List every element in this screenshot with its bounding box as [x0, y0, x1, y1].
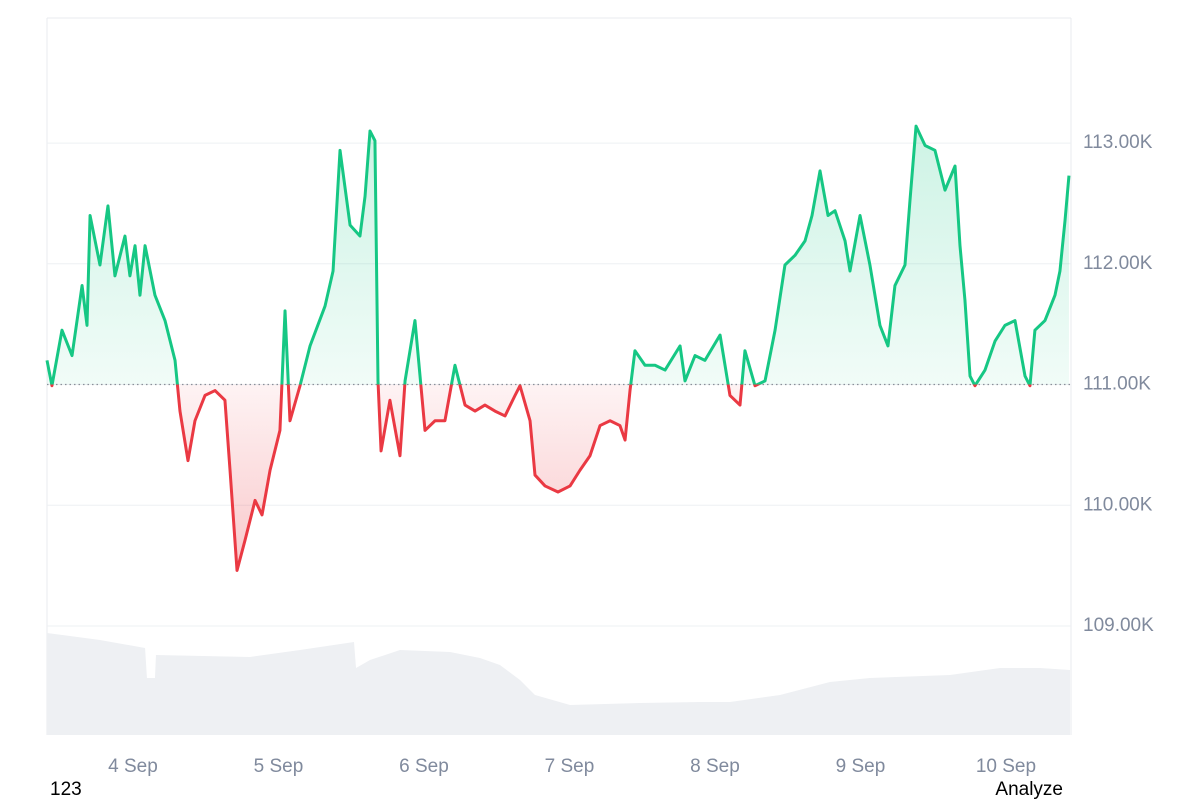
y-tick-label: 109.00K: [1083, 615, 1154, 636]
area: [47, 126, 1069, 571]
volume-area: [47, 632, 1070, 735]
x-tick-label: 6 Sep: [399, 756, 449, 777]
price-line: [45, 124, 1071, 572]
x-tick-label: 5 Sep: [254, 756, 304, 777]
y-tick-label: 112.00K: [1083, 253, 1153, 274]
x-tick-label: 10 Sep: [976, 756, 1036, 777]
x-tick-label: 4 Sep: [108, 756, 158, 777]
y-tick-label: 113.00K: [1083, 132, 1153, 153]
x-tick-label: 7 Sep: [545, 756, 595, 777]
y-tick-label: 110.00K: [1083, 494, 1153, 515]
x-tick-label: 9 Sep: [836, 756, 886, 777]
footer-right[interactable]: Analyze: [995, 779, 1063, 800]
footer-left: 123: [50, 779, 82, 800]
y-tick-label: 111.00K: [1083, 374, 1151, 395]
x-tick-label: 8 Sep: [690, 756, 740, 777]
